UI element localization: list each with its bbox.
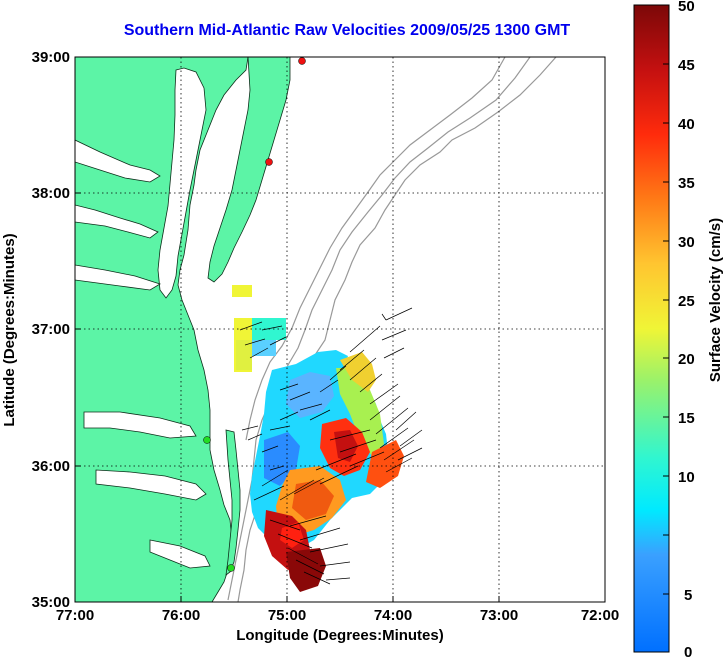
y-tick-label: 39:00 [32, 49, 70, 66]
radar-stations [203, 57, 306, 572]
x-tick-labels: 77:00 76:00 75:00 74:00 73:00 72:00 [56, 607, 619, 624]
y-tick-label: 35:00 [32, 594, 70, 611]
y-tick-label: 37:00 [32, 321, 70, 338]
station-marker [265, 158, 273, 166]
colorbar: 50 45 40 35 30 25 20 15 10 5 0 Surface V… [633, 0, 724, 659]
x-tick-label: 75:00 [268, 607, 306, 624]
x-tick-label: 72:00 [581, 607, 619, 624]
grid-lines [75, 57, 605, 602]
station-marker [298, 57, 306, 65]
y-tick-label: 38:00 [32, 185, 70, 202]
colorbar-tick-label: 5 [684, 587, 692, 604]
colorbar-tick-label: 0 [684, 644, 692, 659]
colorbar-gradient [633, 4, 670, 653]
x-axis-label: Longitude (Degrees:Minutes) [236, 627, 444, 644]
velocity-field [232, 285, 404, 592]
colorbar-tick-label: 30 [678, 234, 695, 251]
x-tick-label: 74:00 [374, 607, 412, 624]
x-tick-label: 73:00 [480, 607, 518, 624]
x-tick-label: 77:00 [56, 607, 94, 624]
station-marker [227, 564, 235, 572]
colorbar-tick-label: 20 [678, 351, 695, 368]
map-title: Southern Mid-Atlantic Raw Velocities 200… [123, 22, 571, 39]
bay-water [75, 67, 211, 569]
colorbar-label: Surface Velocity (cm/s) [707, 218, 724, 382]
colorbar-tick-label: 15 [678, 410, 695, 427]
y-axis-label: Latitude (Degrees:Minutes) [1, 233, 18, 426]
x-tick-label: 76:00 [162, 607, 200, 624]
colorbar-tick-label: 10 [678, 469, 695, 486]
colorbar-tick-label: 45 [678, 57, 695, 74]
y-tick-labels: 39:00 38:00 37:00 36:00 35:00 [32, 49, 70, 611]
colorbar-tick-label: 50 [678, 0, 695, 15]
axis-ticks [75, 192, 500, 602]
y-tick-label: 36:00 [32, 458, 70, 475]
colorbar-tick-label: 40 [678, 116, 695, 133]
station-marker [203, 436, 211, 444]
colorbar-tick-label: 25 [678, 293, 695, 310]
colorbar-tick-label: 35 [678, 175, 695, 192]
velocity-vectors [239, 307, 423, 585]
land [75, 57, 291, 602]
